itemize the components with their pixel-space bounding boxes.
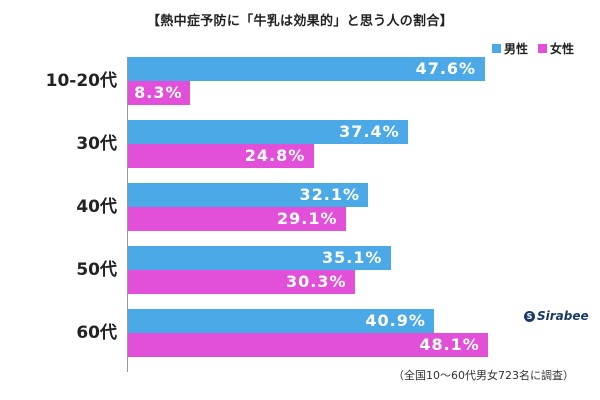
bar-female: [128, 144, 314, 168]
bar-value-label: 8.3%: [134, 83, 183, 102]
brand-name: Sirabee: [537, 309, 589, 323]
bar-male: [128, 57, 485, 81]
bar-value-label: 37.4%: [339, 122, 400, 141]
bar-value-label: 24.8%: [244, 146, 306, 165]
brand-logo: S Sirabee: [524, 309, 589, 323]
footnote: （全国10〜60代男女723名に調査）: [393, 369, 574, 382]
bar-value-label: 48.1%: [419, 335, 480, 354]
legend-swatch-female: [537, 44, 547, 53]
bar-female: [128, 333, 489, 357]
legend-item-male: 男性: [491, 40, 528, 57]
bar-female: [128, 207, 346, 231]
bar-value-label: 40.9%: [365, 311, 426, 330]
bar-value-label: 32.1%: [299, 185, 360, 204]
bar-male: [128, 120, 409, 144]
bar-value-label: 30.3%: [285, 272, 347, 291]
y-axis-line: [127, 57, 128, 372]
bar-male: [128, 309, 435, 333]
category-label: 40代: [76, 197, 117, 217]
category-label: 60代: [76, 323, 117, 343]
legend-label-female: 女性: [549, 42, 574, 56]
legend-label-male: 男性: [503, 42, 528, 56]
bar-male: [128, 246, 391, 270]
bar-female: [128, 270, 355, 294]
bar-female: [128, 81, 191, 105]
bar-value-label: 47.6%: [415, 59, 477, 78]
category-label: 30代: [76, 134, 117, 154]
sirabee-icon: S: [524, 310, 535, 322]
chart-title: 【熱中症予防に「牛乳は効果的」と思う人の割合】: [147, 14, 453, 29]
bar-value-label: 29.1%: [276, 209, 338, 228]
category-label: 50代: [76, 260, 117, 280]
bar-male: [128, 183, 369, 207]
legend-swatch-male: [491, 44, 501, 53]
category-label: 10-20代: [45, 71, 117, 91]
legend: 男性 女性: [491, 40, 574, 57]
bar-value-label: 35.1%: [321, 248, 383, 267]
legend-item-female: 女性: [537, 40, 574, 57]
